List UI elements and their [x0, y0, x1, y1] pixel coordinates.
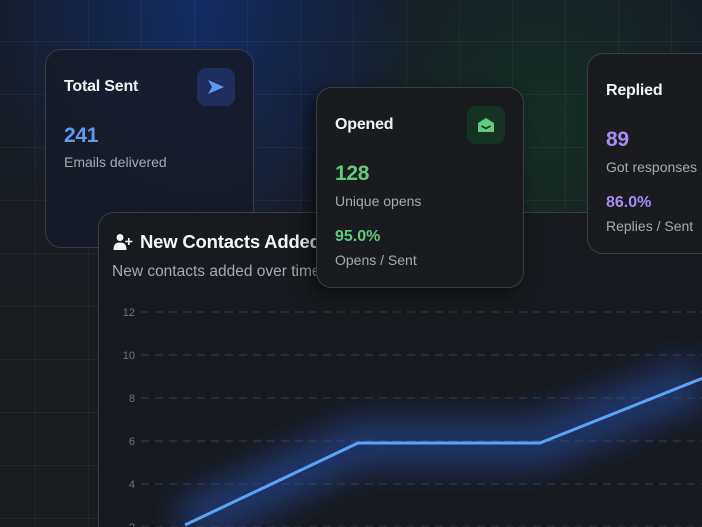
- send-icon-box: [197, 68, 235, 106]
- total-sent-title: Total Sent: [64, 78, 139, 95]
- replied-title: Replied: [606, 82, 663, 99]
- opened-rate-label: Opens / Sent: [335, 252, 417, 268]
- user-plus-icon: [113, 234, 133, 250]
- chart-subtitle: New contacts added over time: [112, 263, 321, 280]
- envelope-open-icon: [478, 118, 494, 132]
- line-chart: 12 10 8 6 4 2: [123, 307, 702, 527]
- send-icon: [208, 80, 224, 94]
- y-tick-12: 12: [123, 307, 135, 319]
- chart-title: New Contacts Added: [140, 231, 321, 252]
- replied-rate-label: Replies / Sent: [606, 218, 694, 234]
- y-tick-2: 2: [129, 522, 135, 527]
- chart-line-glow: [176, 359, 702, 527]
- opened-rate: 95.0%: [335, 228, 381, 245]
- y-tick-6: 6: [129, 436, 135, 448]
- total-sent-value: 241: [64, 124, 99, 147]
- opened-label: Unique opens: [335, 193, 422, 209]
- total-sent-label: Emails delivered: [64, 154, 167, 170]
- replied-label: Got responses: [606, 159, 698, 175]
- replied-rate: 86.0%: [606, 194, 652, 211]
- replied-value: 89: [606, 128, 629, 151]
- y-tick-8: 8: [129, 393, 135, 405]
- chart-line: [184, 376, 702, 527]
- opened-value: 128: [335, 162, 370, 185]
- replied-card[interactable]: Replied 89 Got responses 86.0% Replies /…: [587, 53, 702, 254]
- opened-card[interactable]: Opened 128 Unique opens 95.0% Opens / Se…: [316, 87, 524, 288]
- y-axis-labels: 12 10 8 6 4 2: [123, 307, 135, 527]
- y-tick-10: 10: [123, 350, 135, 362]
- opened-title: Opened: [335, 116, 394, 133]
- envelope-open-icon-box: [467, 106, 505, 144]
- y-tick-4: 4: [129, 479, 135, 491]
